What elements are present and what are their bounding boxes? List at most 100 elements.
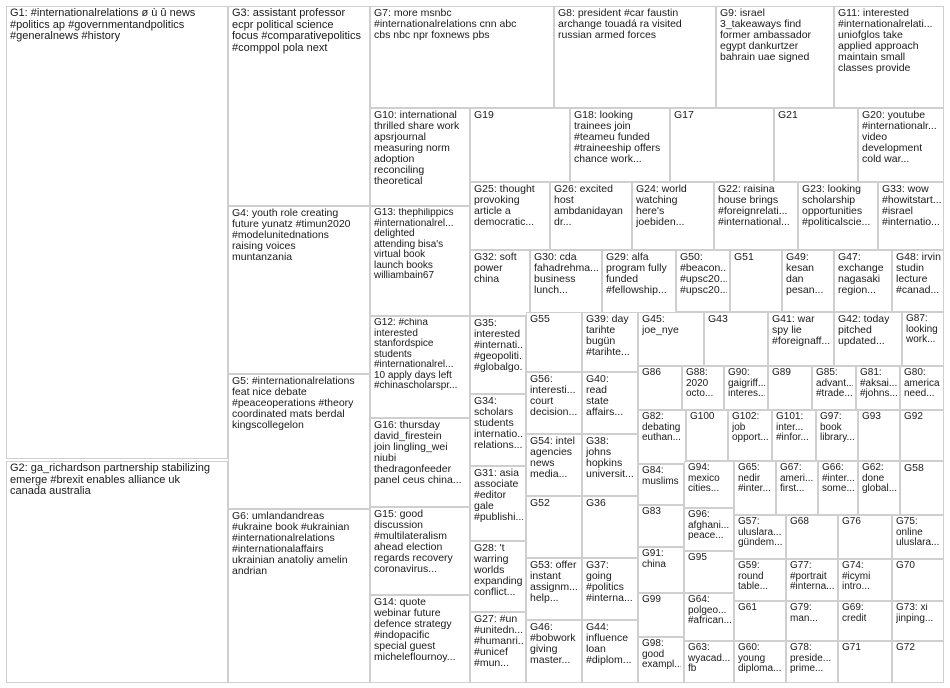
group-label: G59: round table... bbox=[738, 561, 769, 592]
group-cell-g20: G20: youtube #internationalr... video de… bbox=[858, 108, 944, 182]
group-label: G31: asia associate #editor gale #publis… bbox=[474, 468, 523, 524]
group-cell-g25: G25: thought provoking article a democra… bbox=[470, 182, 550, 250]
group-cell-g15: G15: good discussion #multilateralism ah… bbox=[370, 507, 470, 595]
group-label: G30: cda fahadrehma... business lunch... bbox=[534, 252, 599, 297]
group-label: G101: inter... #infor... bbox=[776, 412, 809, 443]
group-label: G13: thephilippics #internationalrel... … bbox=[374, 208, 454, 281]
group-cell-g1: G1: #internationalrelations ø ù û news #… bbox=[6, 6, 228, 459]
group-cell-g83: G83 bbox=[638, 505, 684, 547]
group-cell-g37: G37: going #politics #interna... bbox=[582, 558, 638, 620]
group-label: G62: done global... bbox=[862, 463, 897, 494]
group-label: G52 bbox=[530, 498, 550, 509]
group-cell-g94: G94: mexico cities... bbox=[684, 461, 734, 508]
group-label: G27: #un #unitedn... #humanri... #unicef… bbox=[474, 614, 523, 670]
group-label: G28: 't warring worlds expanding conflic… bbox=[474, 543, 523, 599]
group-cell-g9: G9: israel 3_takeaways find former ambas… bbox=[716, 6, 834, 108]
group-label: G95 bbox=[688, 553, 707, 563]
group-cell-g87: G87: looking work... bbox=[902, 312, 944, 366]
group-cell-g51: G51 bbox=[730, 250, 782, 312]
group-cell-g95: G95 bbox=[684, 551, 734, 593]
group-cell-g27: G27: #un #unitedn... #humanri... #unicef… bbox=[470, 612, 526, 683]
group-cell-g45: G45: joe_nye bbox=[638, 312, 704, 366]
group-label: G65: nedir #inter... bbox=[738, 463, 771, 494]
group-label: G57: uluslara... gündem... bbox=[738, 517, 783, 548]
group-cell-g71: G71 bbox=[838, 641, 892, 683]
group-cell-g31: G31: asia associate #editor gale #publis… bbox=[470, 466, 526, 541]
group-cell-g72: G72 bbox=[892, 641, 944, 683]
group-cell-g86: G86 bbox=[638, 366, 682, 410]
group-label: G78: preside... prime... bbox=[790, 643, 832, 674]
group-cell-g70: G70 bbox=[892, 559, 944, 601]
group-cell-g39: G39: day tarihte bugün #tarihte... bbox=[582, 312, 638, 372]
group-cell-g102: G102: job opport... bbox=[728, 410, 772, 461]
group-label: G61 bbox=[738, 603, 757, 613]
group-cell-g73: G73: xi jinping... bbox=[892, 601, 944, 641]
group-label: G82: debating euthan... bbox=[642, 412, 681, 443]
group-label: G3: assistant professor ecpr political s… bbox=[232, 8, 362, 54]
group-label: G87: looking work... bbox=[906, 314, 938, 345]
group-label: G96: afghani... peace... bbox=[688, 510, 730, 541]
group-label: G93 bbox=[862, 412, 881, 422]
group-cell-g66: G66: #inter... some... bbox=[818, 461, 858, 515]
group-cell-g42: G42: today pitched updated... bbox=[834, 312, 902, 366]
group-label: G55 bbox=[530, 314, 550, 325]
group-cell-g35: G35: interested #internati... #geopoliti… bbox=[470, 316, 526, 394]
group-label: G33: wow #howitstart... #israel #interna… bbox=[882, 184, 941, 229]
group-label: G21 bbox=[778, 110, 798, 121]
group-label: G51 bbox=[734, 252, 754, 263]
group-label: G25: thought provoking article a democra… bbox=[474, 184, 535, 229]
group-label: G42: today pitched updated... bbox=[838, 314, 890, 348]
group-cell-g101: G101: inter... #infor... bbox=[772, 410, 816, 461]
group-label: G73: xi jinping... bbox=[896, 603, 934, 624]
group-cell-g14: G14: quote webinar future defence strate… bbox=[370, 595, 470, 683]
group-cell-g24: G24: world watching here's joebiden... bbox=[632, 182, 714, 250]
group-cell-g90: G90: gaigriff... interes... bbox=[724, 366, 768, 410]
group-cell-g43: G43 bbox=[704, 312, 768, 366]
group-cell-g10: G10: international thrilled share work a… bbox=[370, 108, 470, 206]
group-label: G10: international thrilled share work a… bbox=[374, 110, 460, 188]
group-cell-g58: G58 bbox=[900, 461, 944, 515]
group-label: G92 bbox=[904, 412, 923, 422]
group-cell-g54: G54: intel agencies news media... bbox=[526, 434, 582, 496]
group-label: G36 bbox=[586, 498, 606, 509]
group-label: G18: looking trainees join #teameu funde… bbox=[574, 110, 661, 166]
group-label: G100 bbox=[690, 412, 715, 422]
group-cell-g84: G84: muslims bbox=[638, 464, 684, 505]
group-cell-g64: G64: polgeo... #african... bbox=[684, 593, 734, 641]
group-label: G7: more msnbc #internationalrelations c… bbox=[374, 8, 517, 42]
group-cell-g78: G78: preside... prime... bbox=[786, 641, 838, 683]
group-cell-g29: G29: alfa program fully funded #fellowsh… bbox=[602, 250, 676, 316]
group-label: G75: online uluslara... bbox=[896, 517, 940, 548]
group-cell-g67: G67: ameri... first... bbox=[776, 461, 818, 515]
group-label: G72 bbox=[896, 643, 915, 653]
group-label: G60: young diploma... bbox=[738, 643, 782, 674]
group-cell-g47: G47: exchange nagasaki region... bbox=[834, 250, 892, 312]
group-cell-g76: G76 bbox=[838, 515, 892, 559]
group-label: G56: interesti... court decision... bbox=[530, 374, 578, 419]
group-cell-g91: G91: china bbox=[638, 547, 684, 593]
group-label: G1: #internationalrelations ø ù û news #… bbox=[10, 8, 196, 43]
group-cell-g99: G99 bbox=[638, 593, 684, 637]
group-cell-g56: G56: interesti... court decision... bbox=[526, 372, 582, 434]
group-cell-g16: G16: thursday david_firestein join lingl… bbox=[370, 418, 470, 507]
group-cell-g28: G28: 't warring worlds expanding conflic… bbox=[470, 541, 526, 612]
group-cell-g4: G4: youth role creating future yunatz #t… bbox=[228, 206, 370, 374]
group-label: G70 bbox=[896, 561, 915, 571]
group-label: G68 bbox=[790, 517, 809, 527]
group-label: G102: job opport... bbox=[732, 412, 769, 443]
group-cell-g2: G2: ga_richardson partnership stabilizin… bbox=[6, 461, 228, 683]
group-label: G86 bbox=[642, 368, 661, 378]
group-cell-g60: G60: young diploma... bbox=[734, 641, 786, 683]
group-cell-g80: G80: america need... bbox=[900, 366, 944, 410]
group-label: G4: youth role creating future yunatz #t… bbox=[232, 208, 351, 264]
group-label: G44: influence loan #diplom... bbox=[586, 622, 632, 667]
group-label: G97: book library... bbox=[820, 412, 855, 443]
group-label: G94: mexico cities... bbox=[688, 463, 720, 494]
group-cell-g82: G82: debating euthan... bbox=[638, 410, 686, 464]
group-cell-g21: G21 bbox=[774, 108, 858, 182]
group-label: G66: #inter... some... bbox=[822, 463, 855, 494]
group-label: G24: world watching here's joebiden... bbox=[636, 184, 687, 229]
group-label: G41: war spy lie #foreignaff... bbox=[772, 314, 831, 348]
group-label: G89 bbox=[772, 368, 791, 378]
group-cell-g33: G33: wow #howitstart... #israel #interna… bbox=[878, 182, 944, 250]
